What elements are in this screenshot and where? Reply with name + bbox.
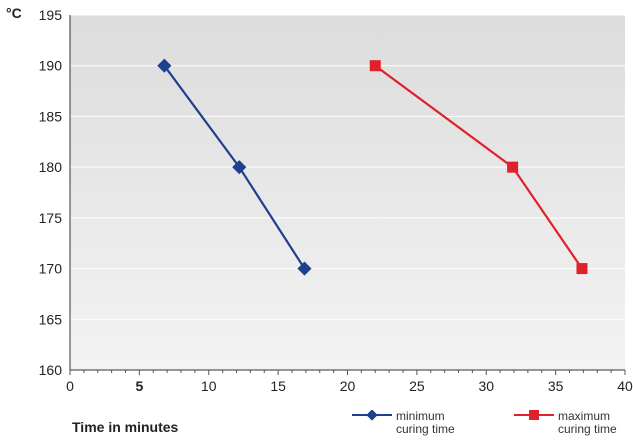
plot-area [70, 15, 625, 370]
y-tick-label: 185 [39, 108, 63, 124]
x-tick-label: 15 [270, 378, 286, 394]
x-tick-label: 5 [135, 378, 143, 394]
y-tick-label: 165 [39, 311, 63, 327]
x-tick-label: 10 [201, 378, 217, 394]
data-point-maximum [369, 60, 381, 72]
x-tick-label: 30 [478, 378, 494, 394]
y-tick-label: 175 [39, 210, 63, 226]
legend-label-minimum: minimum curing time [396, 409, 455, 436]
x-tick-label: 40 [617, 378, 633, 394]
data-point-minimum [297, 261, 312, 276]
legend-item-maximum: maximum curing time [514, 410, 617, 436]
y-axis-unit: °C [6, 5, 22, 21]
y-tick-label: 160 [39, 362, 63, 378]
legend-item-minimum: minimum curing time [352, 410, 455, 436]
x-tick-label: 35 [548, 378, 564, 394]
x-axis-label: Time in minutes [72, 419, 179, 435]
data-point-maximum [576, 263, 588, 275]
y-tick-label: 170 [39, 261, 63, 277]
x-tick-label: 25 [409, 378, 425, 394]
data-point-maximum [507, 161, 519, 173]
x-tick-label: 0 [66, 378, 74, 394]
legend-swatch-minimum [352, 410, 392, 421]
data-point-minimum [232, 160, 247, 175]
y-tick-label: 190 [39, 58, 63, 74]
legend-label-maximum: maximum curing time [558, 409, 617, 436]
legend-swatch-maximum [514, 410, 554, 420]
axes [69, 15, 626, 375]
x-tick-labels: 0 5 10 15 20 25 30 35 40 [66, 378, 633, 394]
x-tick-label: 20 [340, 378, 356, 394]
y-tick-label: 195 [39, 7, 63, 23]
y-tick-label: 180 [39, 159, 63, 175]
y-tick-labels: 160 165 170 175 180 185 190 195 [39, 7, 63, 378]
